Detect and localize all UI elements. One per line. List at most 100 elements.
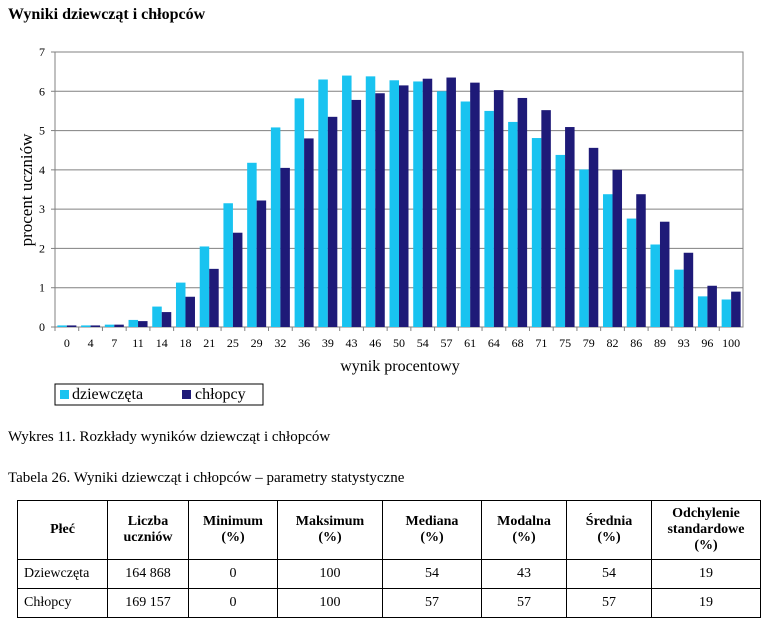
table-title: Tabela 26. Wyniki dziewcząt i chłopców –… (8, 470, 405, 486)
x-tick-label: 86 (630, 336, 642, 350)
y-tick-label: 0 (39, 320, 45, 334)
bar-dziewczeta (318, 79, 328, 327)
bar-chlopcy (304, 138, 314, 327)
bar-dziewczeta (365, 76, 376, 327)
bar-dziewczeta (603, 194, 613, 327)
bar-dziewczeta (460, 101, 471, 327)
bar-dziewczeta (508, 121, 518, 327)
x-tick-label: 71 (535, 336, 547, 350)
table-cell: 54 (382, 559, 482, 589)
bar-dziewczeta (199, 246, 210, 327)
table-cell: 43 (481, 559, 567, 589)
x-axis-label: wynik procentowy (340, 358, 460, 375)
header-minimum: Minimum (%) (188, 500, 278, 560)
bar-chlopcy (683, 252, 694, 327)
header-maksimum: Maksimum (%) (277, 500, 383, 560)
x-tick-label: 25 (227, 336, 239, 350)
x-tick-label: 4 (88, 336, 94, 350)
bar-chlopcy (185, 296, 195, 327)
table-row: Dziewczęta 164 868 0 100 54 43 54 19 (17, 559, 761, 589)
header-plec: Płeć (17, 500, 108, 560)
bar-dziewczeta (650, 244, 660, 327)
chart-bars (57, 75, 741, 328)
x-tick-label: 0 (64, 336, 70, 350)
x-tick-label: 93 (678, 336, 690, 350)
header-modalna: Modalna (%) (481, 500, 567, 560)
bar-chlopcy (375, 93, 385, 327)
bar-chlopcy (351, 99, 362, 327)
table-cell: 57 (382, 588, 482, 618)
chart-caption: Wykres 11. Rozkłady wyników dziewcząt i … (8, 429, 331, 445)
header-liczba: Liczba uczniów (107, 500, 189, 560)
table-cell: 100 (277, 559, 383, 589)
x-tick-label: 18 (179, 336, 191, 350)
bar-dziewczeta (223, 203, 233, 327)
x-tick-label: 75 (559, 336, 571, 350)
bar-dziewczeta (152, 306, 162, 327)
bar-chlopcy (114, 324, 124, 327)
bar-chlopcy (232, 232, 243, 327)
bar-dziewczeta (342, 75, 352, 327)
x-tick-label: 50 (393, 336, 405, 350)
x-axis-ticks: 0 4 7 11 14 18 21 25 29 32 36 39 43 46 50 54 57 61 64 68 71 7… (54, 327, 740, 350)
bar-dziewczeta (175, 282, 186, 327)
page-title: Wyniki dziewcząt i chłopców (8, 6, 206, 23)
stats-table: Płeć Liczba uczniów Minimum (%) Maksimum (%… (17, 500, 761, 618)
bar-chlopcy (636, 194, 646, 327)
bar-dziewczeta (674, 269, 684, 327)
bar-dziewczeta (413, 81, 423, 327)
bar-chlopcy (588, 147, 599, 327)
x-tick-label: 21 (203, 336, 215, 350)
table-cell: Chłopcy (17, 588, 108, 618)
x-tick-label: 82 (607, 336, 619, 350)
x-tick-label: 100 (722, 336, 740, 350)
bar-chlopcy (493, 90, 504, 327)
bar-chlopcy (327, 116, 338, 327)
x-tick-label: 61 (464, 336, 476, 350)
bar-chlopcy (422, 78, 433, 327)
bar-chlopcy (517, 97, 528, 327)
bar-chlopcy (399, 85, 409, 328)
table-cell: 19 (651, 588, 761, 618)
header-srednia: Średnia (%) (566, 500, 652, 560)
bar-chlopcy (161, 312, 172, 327)
x-tick-label: 89 (654, 336, 666, 350)
bar-dziewczeta (57, 325, 67, 327)
x-tick-label: 79 (583, 336, 595, 350)
y-tick-label: 4 (39, 163, 45, 177)
x-tick-label: 57 (440, 336, 452, 350)
x-tick-label: 96 (701, 336, 713, 350)
bar-dziewczeta (104, 324, 115, 327)
header-odchylenie: Odchylenie standardowe (%) (651, 500, 761, 560)
x-tick-label: 54 (417, 336, 429, 350)
y-tick-label: 7 (39, 45, 45, 59)
x-tick-label: 14 (156, 336, 168, 350)
table-cell: 164 868 (107, 559, 189, 589)
y-tick-label: 5 (39, 124, 45, 138)
x-tick-label: 29 (251, 336, 263, 350)
y-axis-label: procent uczniów (17, 133, 36, 247)
x-tick-label: 43 (346, 336, 358, 350)
y-tick-label: 6 (39, 84, 45, 98)
bar-dziewczeta (389, 80, 399, 328)
bar-dziewczeta (579, 169, 589, 327)
table-header-row: Płeć Liczba uczniów Minimum (%) Maksimum (%… (17, 500, 761, 560)
x-tick-label: 39 (322, 336, 334, 350)
bar-chlopcy (659, 221, 670, 327)
x-tick-label: 7 (111, 336, 117, 350)
bar-dziewczeta (294, 98, 305, 327)
bar-chlopcy (470, 82, 480, 328)
legend: dziewczęta chłopcy (54, 383, 264, 406)
x-tick-label: 46 (369, 336, 381, 350)
bar-dziewczeta (128, 319, 139, 327)
legend-swatch-chlopcy (182, 390, 191, 399)
bar-dziewczeta (697, 296, 708, 327)
bar-dziewczeta (270, 127, 281, 327)
x-tick-label: 32 (274, 336, 286, 350)
table-row: Chłopcy 169 157 0 100 57 57 57 19 (17, 588, 761, 618)
table-cell: 57 (481, 588, 567, 618)
y-tick-label: 3 (39, 202, 45, 216)
table-cell: 0 (188, 588, 278, 618)
bar-chlopcy (731, 291, 741, 327)
bar-dziewczeta (436, 91, 447, 328)
